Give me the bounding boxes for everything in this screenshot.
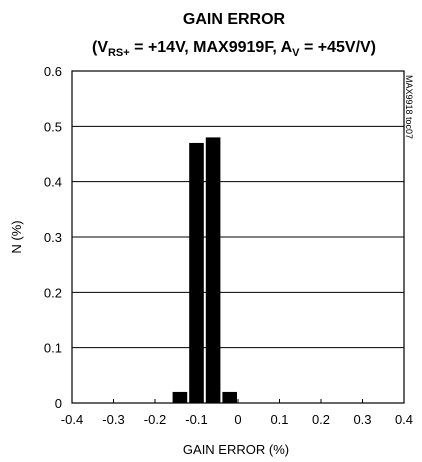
x-tick-label-6: 0.2 xyxy=(312,412,330,427)
y-axis-ticks: 0 0.1 0.2 0.3 0.4 0.5 0.6 xyxy=(44,64,62,411)
bar-3 xyxy=(222,391,237,403)
x-tick-label-7: 0.3 xyxy=(353,412,371,427)
y-tick-label-0: 0 xyxy=(55,396,62,411)
x-tick-label-5: 0.1 xyxy=(270,412,288,427)
chart-title: GAIN ERROR xyxy=(183,11,286,28)
bar-2 xyxy=(205,137,221,403)
histogram-bars xyxy=(172,137,237,403)
y-tick-label-1: 0.1 xyxy=(44,341,62,356)
y-tick-label-6: 0.6 xyxy=(44,64,62,79)
x-tick-label-8: 0.4 xyxy=(395,412,413,427)
x-tick-label-1: -0.3 xyxy=(102,412,124,427)
grid-lines xyxy=(72,125,404,349)
y-tick-label-3: 0.3 xyxy=(44,230,62,245)
bar-1 xyxy=(189,142,204,403)
chart-subtitle: (VRS+ = +14V, MAX9919F, AV = +45V/V) xyxy=(92,39,376,59)
x-tick-label-2: -0.2 xyxy=(144,412,166,427)
x-axis-label: GAIN ERROR (%) xyxy=(183,442,289,457)
x-tick-label-0: -0.4 xyxy=(61,412,83,427)
y-tick-label-5: 0.5 xyxy=(44,119,62,134)
bar-0 xyxy=(172,391,188,403)
y-tick-label-2: 0.2 xyxy=(44,285,62,300)
x-axis-ticks: -0.4 -0.3 -0.2 -0.1 0 0.1 0.2 0.3 0.4 xyxy=(61,399,413,427)
y-tick-label-4: 0.4 xyxy=(44,175,62,190)
x-tick-label-4: 0 xyxy=(234,412,241,427)
y-axis-label: N (%) xyxy=(9,220,24,253)
chart-code-label: MAX9918 toc07 xyxy=(404,75,414,139)
x-tick-label-3: -0.1 xyxy=(185,412,207,427)
